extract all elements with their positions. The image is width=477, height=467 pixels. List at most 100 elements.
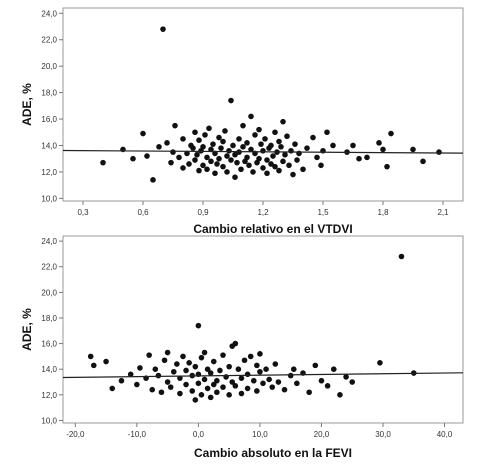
y-tick-label: 22,0 — [41, 36, 57, 45]
data-point — [232, 174, 238, 181]
data-point — [226, 147, 232, 154]
data-point — [264, 157, 270, 163]
data-point — [192, 397, 199, 403]
data-point — [276, 138, 282, 145]
data-point — [180, 136, 186, 142]
data-point — [214, 389, 220, 396]
y-tick-label: 24,0 — [41, 9, 57, 18]
data-point — [304, 145, 310, 151]
data-point — [262, 136, 268, 142]
x-tick-label: 40,0 — [437, 430, 453, 439]
data-point — [224, 153, 230, 159]
data-point — [223, 374, 229, 380]
x-axis-label: Cambio absoluto en la FEVI — [194, 446, 352, 460]
data-point — [240, 144, 246, 150]
data-point — [196, 137, 202, 143]
data-point — [195, 322, 202, 329]
data-point — [238, 166, 244, 173]
data-point — [176, 154, 182, 161]
data-point — [294, 380, 300, 387]
data-point — [376, 140, 382, 146]
data-point — [248, 146, 254, 153]
data-point — [206, 125, 212, 132]
data-point — [280, 158, 286, 165]
x-tick-label: 20,0 — [314, 430, 330, 439]
y-tick-label: 16,0 — [41, 340, 57, 349]
data-point — [377, 360, 383, 366]
data-point — [183, 367, 189, 374]
data-point — [109, 385, 116, 392]
data-point — [217, 367, 223, 374]
data-point — [284, 133, 290, 140]
data-point — [214, 161, 220, 167]
data-point — [292, 141, 298, 147]
data-point — [216, 155, 222, 162]
data-point — [266, 376, 272, 383]
data-point — [254, 388, 260, 394]
data-point — [286, 162, 292, 169]
data-point — [204, 166, 210, 173]
data-point — [201, 349, 208, 356]
data-point — [118, 377, 125, 384]
data-point — [384, 163, 390, 170]
data-point — [337, 392, 343, 398]
data-point — [164, 349, 171, 356]
data-point — [244, 371, 251, 378]
data-point — [232, 151, 238, 158]
plot-frame — [62, 7, 464, 202]
scatter-panel-fevi: 10,0 12,0 14,0 16,0 18,0 20,0 22,0 24,0 -20,0 -10… — [20, 235, 464, 460]
y-axis-label: ADE, % — [20, 83, 34, 126]
data-point — [232, 383, 239, 389]
data-point — [186, 360, 192, 366]
data-point — [156, 144, 162, 150]
y-tick-label: 12,0 — [41, 391, 57, 400]
data-point — [420, 158, 426, 165]
data-point — [272, 361, 279, 367]
data-point — [257, 368, 263, 375]
x-tick-label: 2,1 — [437, 208, 449, 217]
data-point — [164, 140, 170, 146]
x-tick-label: 0,3 — [77, 208, 89, 217]
data-point — [287, 372, 294, 379]
data-point — [224, 169, 230, 175]
data-point — [200, 144, 206, 150]
data-point — [184, 150, 190, 157]
y-tick-label: 20,0 — [41, 288, 57, 297]
data-point — [281, 386, 288, 393]
data-point — [324, 129, 330, 136]
data-point — [144, 153, 150, 159]
data-point — [195, 380, 202, 387]
data-point — [180, 165, 186, 171]
y-tick-label: 16,0 — [41, 115, 57, 124]
data-point — [257, 351, 263, 357]
data-point — [278, 144, 284, 150]
data-point — [220, 352, 226, 358]
data-point — [260, 147, 266, 154]
data-point — [264, 170, 270, 177]
y-tick-label: 22,0 — [41, 263, 57, 272]
data-point — [90, 362, 97, 369]
x-tick-label: 0,0 — [193, 430, 205, 439]
data-point — [350, 142, 356, 149]
data-point — [155, 372, 162, 379]
data-point — [189, 388, 196, 394]
data-point — [235, 366, 242, 373]
y-tick-label: 18,0 — [41, 89, 57, 98]
data-point — [216, 134, 222, 141]
data-point — [275, 379, 282, 385]
data-point — [149, 386, 156, 393]
y-tick-label: 12,0 — [41, 168, 57, 177]
data-point — [174, 361, 180, 367]
data-point — [312, 362, 319, 369]
x-tick-label: -20,0 — [66, 430, 85, 439]
data-point — [270, 153, 276, 159]
data-point — [236, 136, 242, 142]
y-tick-label: 10,0 — [41, 194, 57, 203]
data-point — [196, 167, 202, 174]
data-point — [330, 142, 336, 149]
data-point — [226, 363, 232, 370]
data-point — [410, 146, 416, 153]
data-point — [170, 149, 176, 155]
data-point — [218, 145, 224, 151]
